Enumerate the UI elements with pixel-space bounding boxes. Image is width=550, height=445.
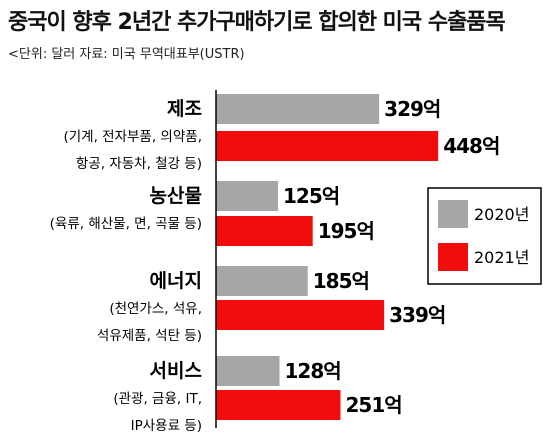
chart-source: <단위: 달러 자료: 미국 무역대표부(USTR) xyxy=(8,47,245,62)
data-label: 329억 xyxy=(384,97,440,121)
bar-2021 xyxy=(216,300,385,330)
legend-label: 2021년 xyxy=(474,248,529,267)
data-label: 251억 xyxy=(345,393,401,417)
category-sublabel: 석유제품, 석탄 등) xyxy=(97,328,202,344)
category-sublabel: (육류, 해산물, 면, 곡물 등) xyxy=(50,216,202,232)
data-label: 128억 xyxy=(284,359,340,383)
bar-2020 xyxy=(216,94,380,124)
category-sublabel: IP사용료 등) xyxy=(131,418,202,434)
category-sublabel: 항공, 자동차, 철강 등) xyxy=(76,156,202,172)
category-label: 서비스 xyxy=(150,360,202,382)
bar-2020 xyxy=(216,181,278,211)
data-label: 195억 xyxy=(318,219,374,243)
category-sublabel: (관광, 금융, IT, xyxy=(113,391,202,407)
data-label: 339억 xyxy=(389,303,445,327)
bar-2020 xyxy=(216,266,308,296)
legend-label: 2020년 xyxy=(474,205,529,224)
bar-2020 xyxy=(216,356,280,386)
data-label: 125억 xyxy=(283,184,339,208)
legend-swatch xyxy=(438,243,468,271)
category-label: 제조 xyxy=(167,98,202,120)
category-label: 에너지 xyxy=(150,270,202,292)
legend-swatch xyxy=(438,200,468,228)
data-label: 448억 xyxy=(443,134,499,158)
data-label: 185억 xyxy=(313,269,369,293)
bar-2021 xyxy=(216,131,439,161)
bar-2021 xyxy=(216,390,341,420)
category-label: 농산물 xyxy=(150,185,202,207)
category-sublabel: (기계, 전자부품, 의약품, xyxy=(63,129,202,145)
bar-2021 xyxy=(216,216,313,246)
chart-title: 중국이 향후 2년간 추가구매하기로 합의한 미국 수출품목 xyxy=(8,10,506,35)
category-sublabel: (천연가스, 석유, xyxy=(109,301,202,317)
